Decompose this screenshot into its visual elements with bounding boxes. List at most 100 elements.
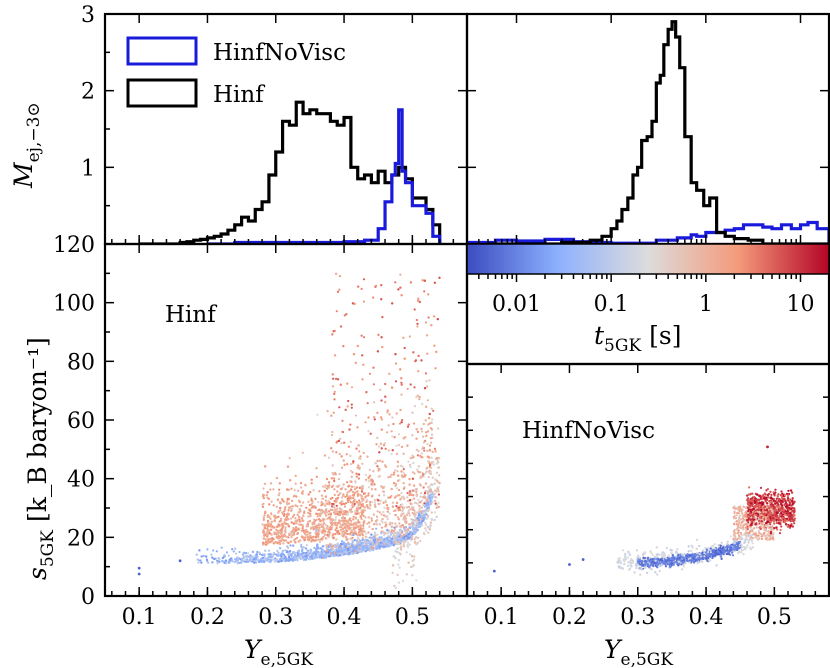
- scatter-point: [359, 455, 362, 458]
- scatter-point: [354, 530, 357, 533]
- scatter-point: [297, 523, 301, 526]
- scatter-point: [352, 461, 355, 464]
- scatter-point: [290, 531, 294, 534]
- scatter-point: [303, 538, 307, 541]
- scatter-point: [262, 487, 265, 490]
- scatter-point: [331, 464, 334, 467]
- scatter-point: [200, 561, 203, 564]
- scatter-point: [376, 465, 379, 468]
- scatter-point: [338, 452, 341, 456]
- scatter-point: [331, 333, 334, 336]
- scatter-point: [323, 454, 326, 457]
- scatter-point: [402, 482, 405, 485]
- scatter-point: [360, 513, 364, 516]
- histogram-series-hinf: [488, 20, 829, 244]
- scatter-point: [341, 466, 344, 469]
- scatter-point: [382, 510, 385, 514]
- scatter-point: [333, 390, 336, 393]
- scatter-point: [242, 555, 245, 559]
- scatter-point: [381, 486, 384, 489]
- scatter-point: [413, 540, 417, 543]
- scatter-point: [256, 550, 259, 554]
- scatter-point: [296, 513, 299, 517]
- scatter-point: [338, 519, 341, 522]
- scatter-point: [356, 506, 359, 509]
- scatter-point: [353, 485, 356, 488]
- scatter-point: [285, 551, 288, 554]
- scatter-point: [400, 445, 404, 448]
- legend-label-hinfnovisc: HinfNoVisc: [213, 40, 346, 66]
- scatter-point: [431, 476, 434, 479]
- scatter-point: [265, 494, 268, 497]
- scatter-point: [409, 553, 412, 556]
- scatter-point: [279, 519, 283, 522]
- scatter-point: [361, 534, 364, 537]
- scatter-point: [433, 315, 436, 318]
- scatter-point: [300, 504, 303, 507]
- scatter-point: [420, 359, 423, 362]
- scatter-point: [334, 516, 338, 519]
- scatter-point: [365, 542, 368, 545]
- scatter-point: [300, 486, 303, 489]
- scatter-point: [292, 533, 295, 536]
- scatter-point: [393, 584, 396, 588]
- scatter-point: [274, 517, 277, 520]
- scatter-point: [386, 510, 389, 513]
- scatter-point: [364, 496, 367, 499]
- scatter-point: [424, 500, 427, 503]
- scatter-point: [330, 447, 333, 450]
- scatter-point: [263, 514, 266, 517]
- scatter-point: [283, 510, 286, 513]
- scatter-point: [381, 521, 384, 524]
- scatter-point: [266, 531, 269, 534]
- scatter-point: [407, 460, 410, 463]
- scatter-point: [349, 423, 352, 426]
- scatter-point: [356, 466, 359, 469]
- scatter-point: [390, 487, 393, 491]
- scatter-point: [350, 510, 354, 513]
- scatter-point: [359, 501, 362, 504]
- scatter-point: [327, 500, 330, 503]
- scatter-point: [292, 544, 295, 547]
- scatter-point: [390, 532, 394, 535]
- scatter-point: [262, 530, 265, 533]
- scatter-point: [413, 484, 416, 487]
- scatter-point: [418, 398, 421, 401]
- scatter-point: [403, 346, 406, 350]
- scatter-point: [394, 353, 397, 356]
- scatter-point: [289, 533, 292, 536]
- scatter-point: [275, 528, 278, 531]
- scatter-point: [386, 537, 389, 540]
- scatter-point: [329, 526, 332, 529]
- scatter-point: [355, 475, 358, 478]
- scatter-point: [398, 535, 401, 538]
- scatter-point: [421, 524, 424, 527]
- scatter-point: [394, 550, 397, 553]
- scatter-point: [243, 552, 246, 555]
- scatter-point: [393, 526, 396, 529]
- scatter-point: [272, 552, 276, 555]
- scatter-point: [384, 401, 387, 404]
- scatter-point: [357, 464, 360, 467]
- scatter-point: [284, 549, 287, 552]
- scatter-point: [333, 504, 336, 507]
- scatter-point: [318, 523, 321, 526]
- scatter-point: [399, 498, 402, 501]
- scatter-point: [410, 538, 414, 541]
- scatter-point: [361, 462, 364, 465]
- scatter-point: [206, 548, 209, 551]
- scatter-point: [310, 482, 313, 485]
- scatter-point: [416, 468, 419, 471]
- scatter-point: [393, 471, 396, 474]
- scatter-point: [357, 519, 360, 522]
- hinf-scatter-points: [137, 272, 441, 590]
- scatter-point: [328, 531, 331, 534]
- scatter-point: [348, 527, 351, 530]
- scatter-point: [414, 513, 417, 516]
- scatter-point: [244, 551, 248, 555]
- scatter-point: [310, 503, 313, 506]
- scatter-point: [403, 486, 406, 489]
- scatter-point: [346, 491, 349, 494]
- scatter-point: [242, 557, 245, 560]
